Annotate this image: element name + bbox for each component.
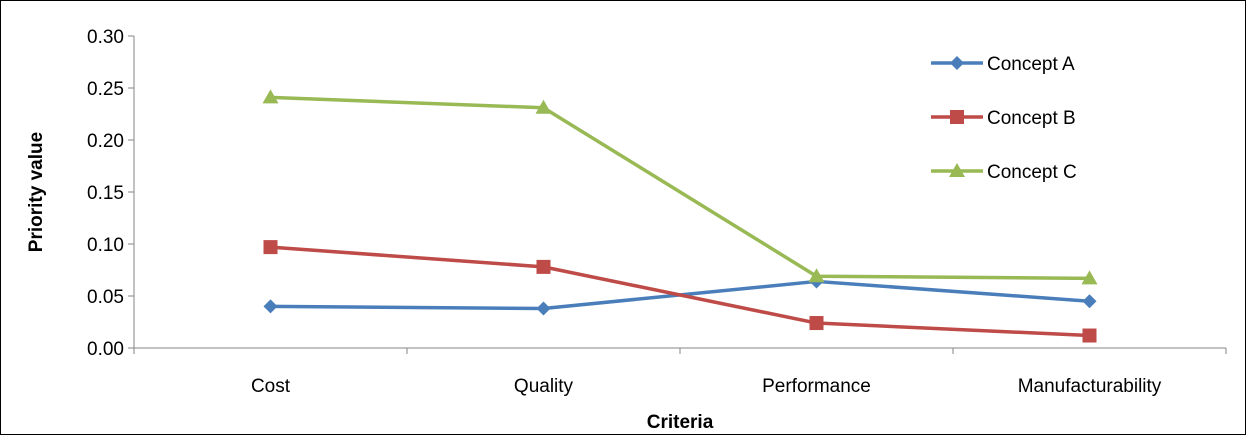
series-concept-b [263,240,1097,343]
x-tick-label: Quality [514,376,574,397]
y-tick-label: 0.10 [87,235,124,256]
legend-marker [950,110,964,124]
data-point [1081,270,1098,285]
x-tick-label: Manufacturability [1018,376,1162,397]
x-ticks: Cost Quality Performance Manufacturability [133,348,1227,397]
legend-item: Concept A [931,54,1075,75]
data-point [262,89,279,104]
data-point [1082,294,1097,309]
y-ticks: 0.00 0.05 0.10 0.15 0.20 0.25 0.30 [87,27,134,360]
data-point [536,301,551,316]
y-tick-label: 0.00 [87,339,124,360]
legend-item: Concept C [931,162,1077,183]
data-point [263,240,278,255]
legend-label: Concept B [987,108,1076,129]
x-axis-title: Criteria [647,412,714,433]
series-line [270,95,1090,281]
data-point [535,99,552,114]
legend-marker [950,56,964,70]
y-tick-label: 0.15 [87,183,124,204]
series [262,89,1098,343]
x-tick-label: Performance [762,376,871,397]
legend: Concept A Concept B Concept C [931,54,1077,183]
legend-marker [949,163,965,177]
y-axis-title: Priority value [26,132,47,252]
series-concept-c [262,89,1098,285]
legend-label: Concept A [987,54,1075,75]
data-point [809,316,824,331]
data-point [1082,328,1097,343]
data-point [263,299,278,314]
legend-label: Concept C [987,162,1077,183]
data-point [536,259,551,274]
y-tick-label: 0.25 [87,79,124,100]
legend-item: Concept B [931,108,1076,129]
x-tick-label: Cost [251,376,291,397]
y-tick-label: 0.30 [87,27,124,48]
y-tick-label: 0.05 [87,287,124,308]
y-tick-label: 0.20 [87,131,124,152]
data-point [808,268,825,283]
series-line [270,245,1090,338]
